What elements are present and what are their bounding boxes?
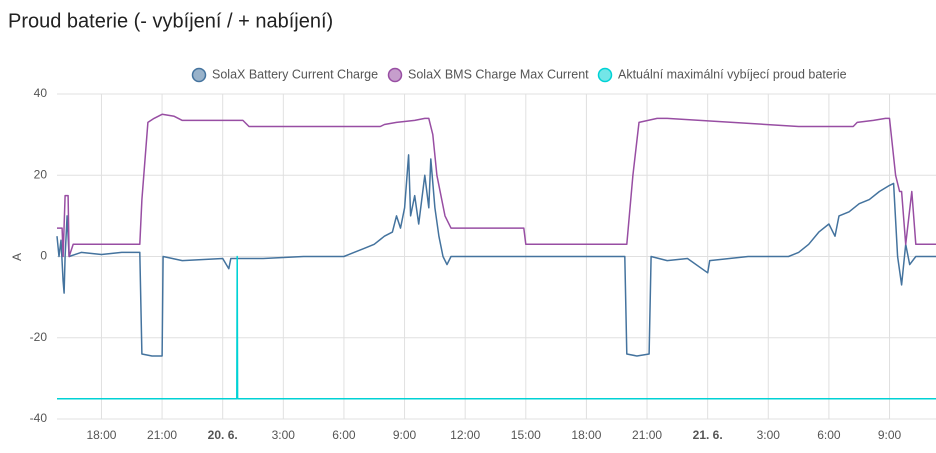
- y-tick-label: 20: [34, 167, 48, 181]
- x-tick-label: 18:00: [86, 428, 116, 442]
- series-line: [57, 255, 936, 400]
- x-tick-label: 6:00: [332, 428, 356, 442]
- y-tick-label: 0: [40, 249, 47, 263]
- x-tick-label: 3:00: [757, 428, 781, 442]
- legend-label: SolaX BMS Charge Max Current: [408, 67, 589, 81]
- x-tick-label: 6:00: [817, 428, 841, 442]
- x-tick-label: 12:00: [450, 428, 480, 442]
- legend-marker: [387, 67, 403, 83]
- x-tick-label: 21. 6.: [693, 428, 723, 442]
- legend-marker: [191, 67, 207, 83]
- x-tick-label: 18:00: [571, 428, 601, 442]
- legend-label: Aktuální maximální vybíjecí proud bateri…: [618, 67, 847, 81]
- x-tick-label: 21:00: [147, 428, 177, 442]
- x-tick-label: 15:00: [511, 428, 541, 442]
- x-tick-label: 9:00: [878, 428, 902, 442]
- y-axis-label: A: [10, 253, 24, 261]
- y-tick-label: -40: [30, 411, 48, 425]
- x-tick-label: 20. 6.: [208, 428, 238, 442]
- x-tick-label: 9:00: [393, 428, 417, 442]
- chart-title: Proud baterie (- vybíjení / + nabíjení): [8, 10, 333, 32]
- x-tick-label: 21:00: [632, 428, 662, 442]
- y-tick-label: 40: [34, 86, 48, 100]
- series-line: [56, 154, 936, 357]
- legend-marker: [597, 67, 613, 83]
- x-tick-label: 3:00: [272, 428, 296, 442]
- series-line: [57, 113, 936, 258]
- y-tick-label: -20: [30, 330, 48, 344]
- legend-label: SolaX Battery Current Charge: [212, 67, 378, 81]
